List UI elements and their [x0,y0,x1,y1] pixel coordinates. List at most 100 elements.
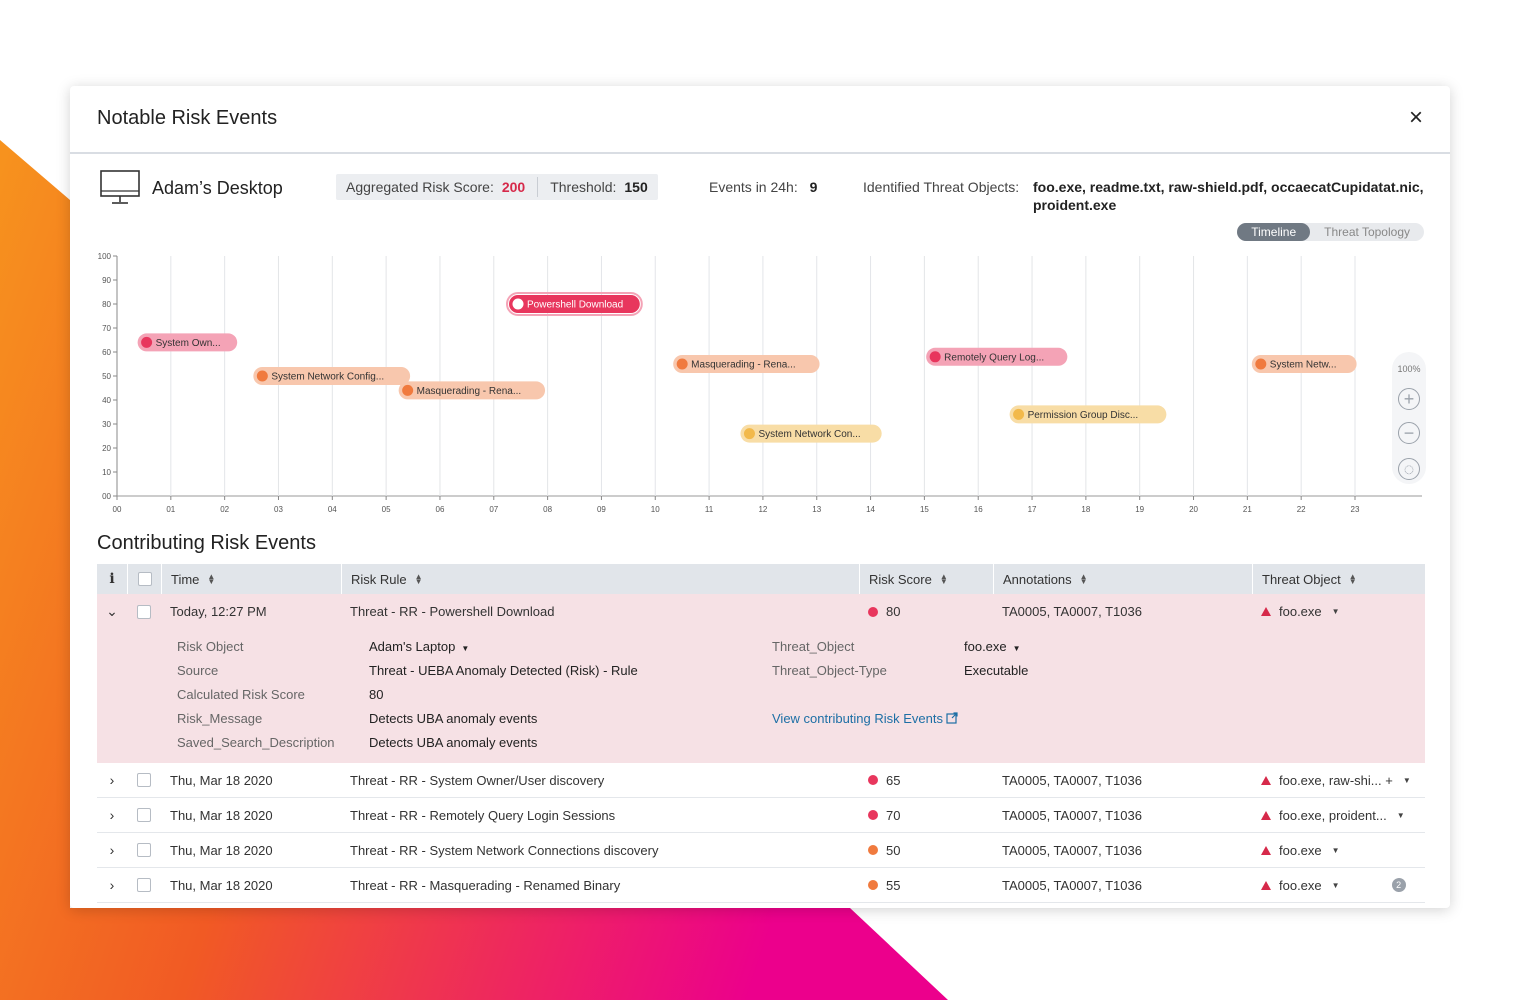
tab-timeline[interactable]: Timeline [1237,223,1311,241]
threat-objects-label: Identified Threat Objects: [863,179,1020,195]
y-tick-label: 50 [102,372,111,381]
selected-outline [506,292,643,316]
detail-description-label: Saved_Search_Description [177,735,335,750]
view-contributing-events-link[interactable]: View contributing Risk Events [772,711,958,726]
y-tick-label: 40 [102,396,111,405]
modal-title: Notable Risk Events [97,107,278,129]
row-threat-object-value: foo.exe [1279,842,1322,858]
header-annotations[interactable]: Annotations ▲ ▼ [993,564,1252,594]
timeline-event-marker[interactable]: System Network Config... [253,367,411,385]
event-point [141,336,153,348]
zoom-in-icon[interactable]: + [1398,388,1420,410]
sort-icon[interactable]: ▲ ▼ [414,572,423,586]
event-pill [509,295,640,313]
caret-down-icon[interactable]: ▼ [1402,775,1411,785]
header-threat-object[interactable]: Threat Object ▲ ▼ [1252,564,1425,594]
row-threat-object[interactable]: foo.exe ▼ 2 [1252,868,1425,902]
header-risk-rule[interactable]: Risk Rule ▲ ▼ [341,564,859,594]
timeline-event-marker[interactable]: Masquerading - Rena... [398,381,546,400]
sort-icon[interactable]: ▲ ▼ [1348,572,1357,586]
fit-view-icon[interactable]: ◌ [1398,458,1420,480]
event-point [676,358,688,370]
risk-score-chip: Aggregated Risk Score: 200 Threshold: 15… [336,174,658,200]
row-select-cell [127,833,161,867]
x-tick-label: 13 [812,505,821,514]
timeline-event-marker[interactable]: Permission Group Disc... [1009,405,1167,424]
threat-objects-value: foo.exe, readme.txt, raw-shield.pdf, occ… [1033,179,1424,213]
sort-icon[interactable]: ▲ ▼ [207,572,216,586]
zoom-level: 100% [1397,364,1421,374]
row-select-cell [127,798,161,832]
row-risk-rule: Threat - RR - Remotely Query Login Sessi… [350,807,616,823]
timeline-event-marker[interactable]: System Own... [137,333,238,352]
info-icon[interactable]: i [109,571,115,587]
row-checkbox[interactable] [137,878,151,892]
x-tick-label: 08 [543,505,552,514]
row-threat-object[interactable]: foo.exe ▼ [1252,594,1425,629]
row-checkbox[interactable] [137,843,151,857]
x-tick-label: 01 [166,505,175,514]
aggregated-score-label: Aggregated Risk Score: [346,179,494,195]
x-tick-label: 18 [1081,505,1090,514]
zoom-out-icon[interactable]: − [1398,422,1420,444]
caret-down-icon[interactable]: ▼ [1012,644,1021,653]
row-checkbox[interactable] [137,604,151,619]
chevron-right-icon[interactable]: › [109,807,115,823]
detail-risk-object-value[interactable]: Adam's Laptop ▼ [369,639,469,654]
header-time[interactable]: Time ▲ ▼ [161,564,341,594]
event-label: System Netw... [1270,360,1337,371]
y-tick-label: 00 [102,492,111,501]
row-detail-panel: Risk Object Adam's Laptop ▼ Source Threat… [97,629,1425,763]
timeline-event-marker[interactable]: Masquerading - Rena... [673,355,820,373]
row-checkbox[interactable] [137,773,151,787]
detail-threat-object-label: Threat_Object [772,639,855,654]
table-row[interactable]: › Thu, Mar 18 2020 Threat - RR - Remotel… [97,798,1425,833]
timeline-event-marker[interactable]: System Network Con... [740,424,882,443]
caret-down-icon[interactable]: ▼ [1331,880,1340,890]
caret-down-icon[interactable]: ▼ [1331,607,1340,616]
header-risk-score[interactable]: Risk Score ▲ ▼ [859,564,993,594]
detail-risk-message-value: Detects UBA anomaly events [369,711,538,726]
row-threat-object[interactable]: foo.exe ▼ [1252,833,1425,867]
event-pill [926,347,1068,366]
warning-triangle-icon [1261,607,1271,616]
timeline-event-marker[interactable]: Remotely Query Log... [926,347,1068,366]
count-badge[interactable]: 2 [1391,878,1406,892]
y-tick-label: 100 [98,252,112,261]
risk-events-table: i Time ▲ ▼ Risk Rule ▲ ▼ Risk Score ▲ ▼ Annota… [97,564,1425,903]
x-tick-label: 17 [1028,505,1037,514]
chevron-down-icon[interactable]: ⌄ [106,603,118,619]
select-all-checkbox[interactable] [137,572,152,586]
row-score-value: 80 [886,604,901,619]
caret-down-icon[interactable]: ▼ [1396,810,1405,820]
row-threat-object[interactable]: foo.exe, proident... ▼ [1252,798,1425,832]
row-threat-object[interactable]: foo.exe, raw-shi... + ▼ [1252,763,1425,797]
detail-risk-object-label: Risk Object [177,639,244,654]
x-tick-label: 05 [382,505,391,514]
warning-triangle-icon [1261,810,1271,820]
caret-down-icon[interactable]: ▼ [461,644,470,653]
row-checkbox[interactable] [137,808,151,822]
tab-threat-topology[interactable]: Threat Topology [1324,225,1410,239]
row-threat-object-value: foo.exe, raw-shi... + [1279,772,1393,788]
detail-risk-message-label: Risk_Message [177,711,263,726]
timeline-event-marker[interactable]: Powershell Download [506,292,643,316]
table-row[interactable]: › Thu, Mar 18 2020 Threat - RR - System … [97,833,1425,868]
sort-icon[interactable]: ▲ ▼ [1079,572,1088,586]
table-row[interactable]: › Thu, Mar 18 2020 Threat - RR - System … [97,763,1425,798]
sort-icon[interactable]: ▲ ▼ [939,572,948,586]
chevron-right-icon[interactable]: › [109,877,115,893]
event-pill [740,424,882,443]
chevron-right-icon[interactable]: › [109,842,115,858]
close-icon[interactable]: × [1408,104,1423,131]
row-risk-rule: Threat - RR - System Owner/User discover… [350,772,605,788]
threshold-value: 150 [624,179,648,195]
table-row[interactable]: › Thu, Mar 18 2020 Threat - RR - Masquer… [97,868,1425,903]
table-row[interactable]: ⌄ Today, 12:27 PM Threat - RR - Powershe… [97,594,1425,629]
x-tick-label: 04 [328,505,337,514]
chevron-right-icon[interactable]: › [109,772,115,788]
detail-threat-object-value[interactable]: foo.exe ▼ [964,639,1021,654]
timeline-event-marker[interactable]: System Netw... [1251,355,1357,373]
caret-down-icon[interactable]: ▼ [1331,845,1340,855]
